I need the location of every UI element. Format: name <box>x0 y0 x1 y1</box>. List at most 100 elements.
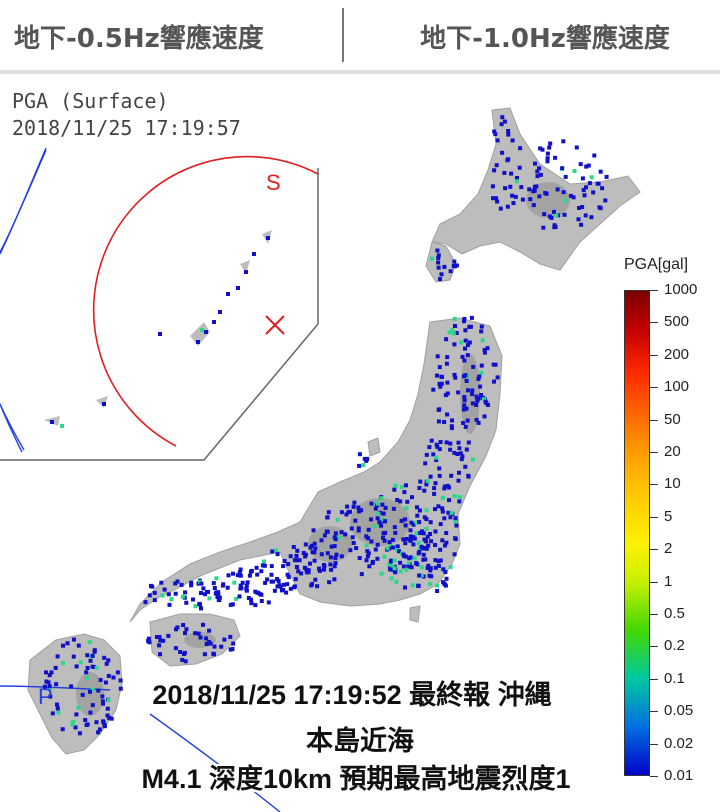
station-marker <box>580 176 585 181</box>
station-marker <box>436 260 441 265</box>
station-marker <box>510 138 515 143</box>
station-marker <box>584 185 588 190</box>
station-marker <box>486 403 490 407</box>
station-marker <box>407 556 412 561</box>
station-marker <box>333 531 338 536</box>
station-marker <box>329 567 334 572</box>
station-marker <box>436 407 441 412</box>
station-marker <box>332 577 337 582</box>
station-marker <box>462 403 467 408</box>
station-marker <box>470 388 475 393</box>
station-marker <box>322 567 326 572</box>
station-marker <box>157 643 162 648</box>
station-marker <box>309 583 314 588</box>
station-marker <box>492 129 497 134</box>
station-marker <box>392 525 397 530</box>
station-marker <box>232 580 237 585</box>
legend-label: 1 <box>664 572 673 590</box>
earthquake-map[interactable]: PGA (Surface) 2018/11/25 17:19:57 S P PG… <box>0 74 720 812</box>
station-marker <box>545 156 550 161</box>
station-marker <box>391 506 396 511</box>
station-marker <box>90 703 95 708</box>
station-marker <box>520 197 525 202</box>
station-marker <box>150 584 155 589</box>
station-marker <box>600 186 605 191</box>
legend-label: 0.01 <box>664 767 694 784</box>
station-marker <box>80 692 85 697</box>
station-marker <box>173 646 178 651</box>
station-marker <box>369 517 374 522</box>
station-marker <box>375 501 380 506</box>
station-marker <box>90 687 95 692</box>
station-marker <box>603 198 608 203</box>
station-marker <box>199 591 203 595</box>
legend-tick <box>650 614 658 615</box>
station-marker <box>466 440 471 445</box>
station-marker <box>482 350 487 355</box>
station-marker <box>207 628 212 633</box>
station-marker <box>226 573 231 578</box>
station-marker <box>417 486 422 490</box>
station-marker <box>425 566 430 570</box>
station-marker <box>424 482 429 487</box>
station-marker <box>65 641 70 646</box>
station-marker <box>265 577 270 582</box>
station-marker <box>404 483 408 488</box>
station-marker <box>403 541 408 546</box>
station-marker <box>213 591 218 596</box>
station-marker <box>414 531 419 536</box>
station-marker <box>391 545 396 550</box>
station-marker <box>84 723 89 727</box>
station-marker <box>382 554 387 559</box>
inset-border <box>0 168 319 461</box>
station-marker <box>434 455 439 460</box>
station-marker <box>492 379 496 384</box>
station-marker <box>193 631 198 636</box>
station-marker <box>269 564 274 569</box>
station-marker <box>244 588 249 593</box>
station-marker <box>106 658 111 663</box>
station-marker <box>582 193 587 198</box>
station-marker <box>448 441 453 446</box>
station-marker <box>499 122 504 127</box>
legend-label: 10 <box>664 475 681 493</box>
legend-tick <box>650 484 658 486</box>
station-marker <box>255 590 260 595</box>
station-marker <box>334 552 339 557</box>
station-marker <box>61 643 65 648</box>
station-marker <box>505 158 510 163</box>
station-marker <box>577 206 581 210</box>
station-marker <box>578 162 583 167</box>
station-marker <box>421 552 426 557</box>
legend-label: 20 <box>664 443 681 460</box>
station-marker <box>76 643 81 648</box>
legend-tick <box>650 452 658 453</box>
station-marker <box>453 516 458 521</box>
station-marker <box>418 479 423 484</box>
station-marker <box>490 184 495 189</box>
station-marker <box>451 331 456 336</box>
station-marker <box>545 159 550 164</box>
station-marker <box>465 418 470 423</box>
station-marker <box>162 587 167 592</box>
station-marker <box>437 466 442 471</box>
station-marker <box>502 119 507 124</box>
station-marker <box>411 542 416 547</box>
station-marker <box>339 530 344 535</box>
station-marker <box>220 583 225 588</box>
station-marker <box>367 564 372 569</box>
station-marker <box>584 164 589 169</box>
station-marker <box>299 571 304 576</box>
tab-underline <box>0 70 720 74</box>
station-marker <box>475 396 480 401</box>
station-marker <box>466 373 470 378</box>
station-marker <box>596 181 601 186</box>
station-marker <box>448 447 453 452</box>
station-marker <box>328 555 333 560</box>
station-marker <box>500 115 505 120</box>
tab-underground-1-0hz[interactable]: 地下-1.0Hz響應速度 <box>420 23 670 54</box>
station-marker <box>463 464 468 469</box>
station-marker <box>293 577 298 582</box>
tab-underground-0-5hz[interactable]: 地下-0.5Hz響應速度 <box>14 23 264 54</box>
station-marker <box>586 163 591 168</box>
